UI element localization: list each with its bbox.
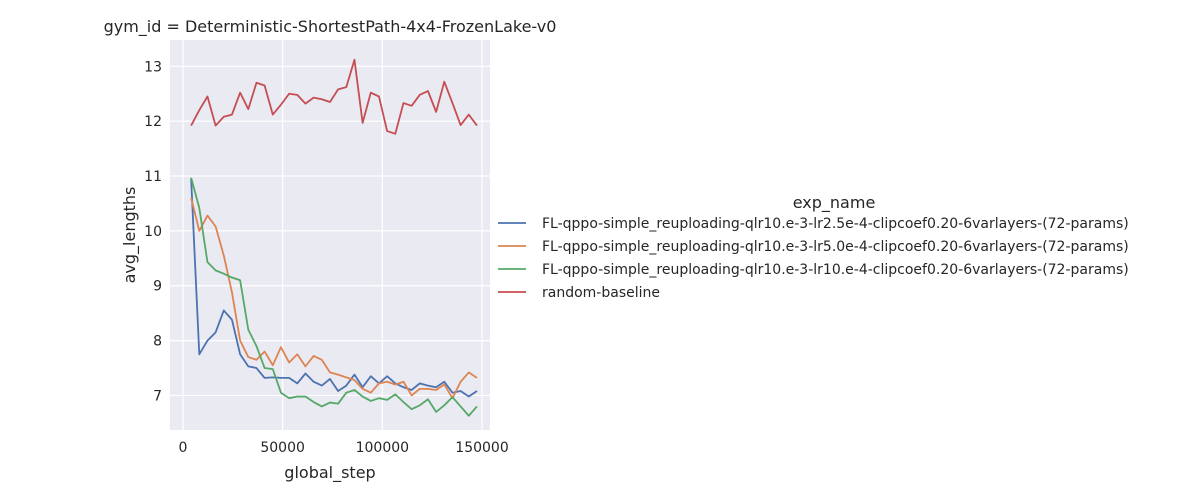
legend-label: FL-qppo-simple_reuploading-qlr10.e-3-lr1… (542, 262, 1129, 278)
legend-label: FL-qppo-simple_reuploading-qlr10.e-3-lr5… (542, 239, 1129, 255)
y-tick-label: 9 (153, 279, 162, 295)
grid (170, 40, 490, 430)
series-line (190, 178, 478, 398)
series-line (190, 177, 478, 417)
chart-title: gym_id = Deterministic-ShortestPath-4x4-… (104, 17, 557, 37)
y-tick-label: 13 (144, 59, 162, 75)
x-axis-title: global_step (284, 463, 375, 483)
legend-title: exp_name (793, 193, 876, 213)
x-tick-label: 0 (178, 440, 187, 456)
x-tick-label: 100000 (356, 440, 409, 456)
x-tick-label: 150000 (455, 440, 508, 456)
x-tick-labels: 0 50000 100000 150000 (178, 440, 508, 456)
y-tick-label: 8 (153, 334, 162, 350)
y-tick-labels: 7 8 9 10 11 12 13 (144, 59, 162, 404)
legend-label: random-baseline (542, 285, 660, 301)
legend-label: FL-qppo-simple_reuploading-qlr10.e-3-lr2… (542, 216, 1129, 232)
y-tick-label: 10 (144, 224, 162, 240)
legend: exp_name FL-qppo-simple_reuploading-qlr1… (498, 193, 1129, 301)
y-tick-label: 7 (153, 388, 162, 404)
series-lines (190, 58, 478, 417)
plot-background (170, 40, 490, 430)
series-line (190, 58, 478, 135)
y-tick-label: 11 (144, 169, 162, 185)
y-tick-label: 12 (144, 114, 162, 130)
x-tick-label: 50000 (260, 440, 305, 456)
y-axis-title: avg_lengths (120, 187, 140, 284)
legend-items: FL-qppo-simple_reuploading-qlr10.e-3-lr2… (498, 216, 1129, 301)
series-line (190, 197, 478, 400)
